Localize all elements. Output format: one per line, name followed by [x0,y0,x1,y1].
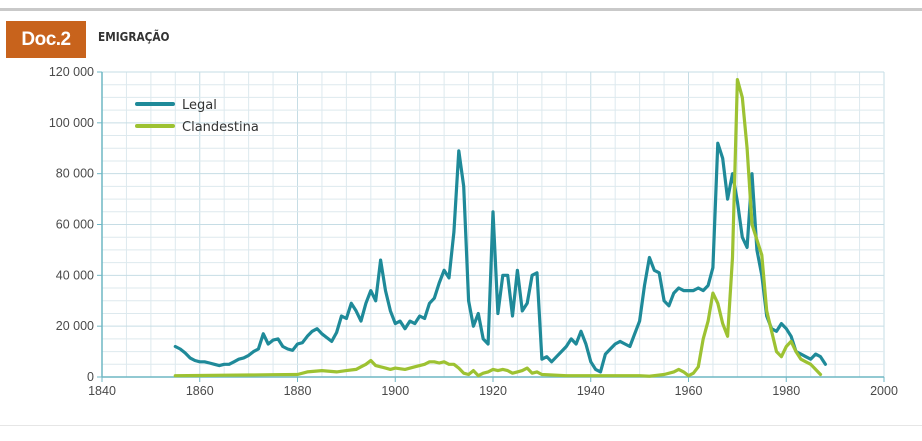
x-tick-label: 1980 [772,384,800,398]
x-tick-label: 1840 [88,384,116,398]
x-tick-label: 2000 [870,384,898,398]
top-divider [0,8,922,11]
series-line-legal [173,141,827,374]
legend: Legal Clandestina [135,98,259,135]
x-tick-label: 1880 [284,384,312,398]
x-tick-label: 1940 [577,384,605,398]
y-tick-label: 20 000 [56,319,94,333]
x-tick-label: 1960 [675,384,703,398]
series-line-clandestina [173,78,823,378]
series-layer [173,78,827,378]
y-tick-label: 40 000 [56,268,94,282]
chart-title: EMIGRAÇÃO [98,30,170,44]
grid-layer [101,71,885,378]
doc-badge: Doc.2 [6,21,86,58]
y-tick-label: 80 000 [56,167,94,181]
bottom-divider [0,425,922,426]
x-tick-label: 1900 [381,384,409,398]
legend-label-legal: Legal [182,98,217,113]
axis-layer: 0 20 000 40 000 60 000 80 000 100 000 120 000 1… [49,65,898,398]
y-tick-label: 120 000 [49,65,94,79]
x-tick-label: 1860 [186,384,214,398]
x-tick-label: 1920 [479,384,507,398]
y-tick-label: 0 [87,370,94,384]
y-tick-label: 100 000 [49,116,94,130]
legend-label-clandestina: Clandestina [182,120,259,135]
y-tick-label: 60 000 [56,218,94,232]
